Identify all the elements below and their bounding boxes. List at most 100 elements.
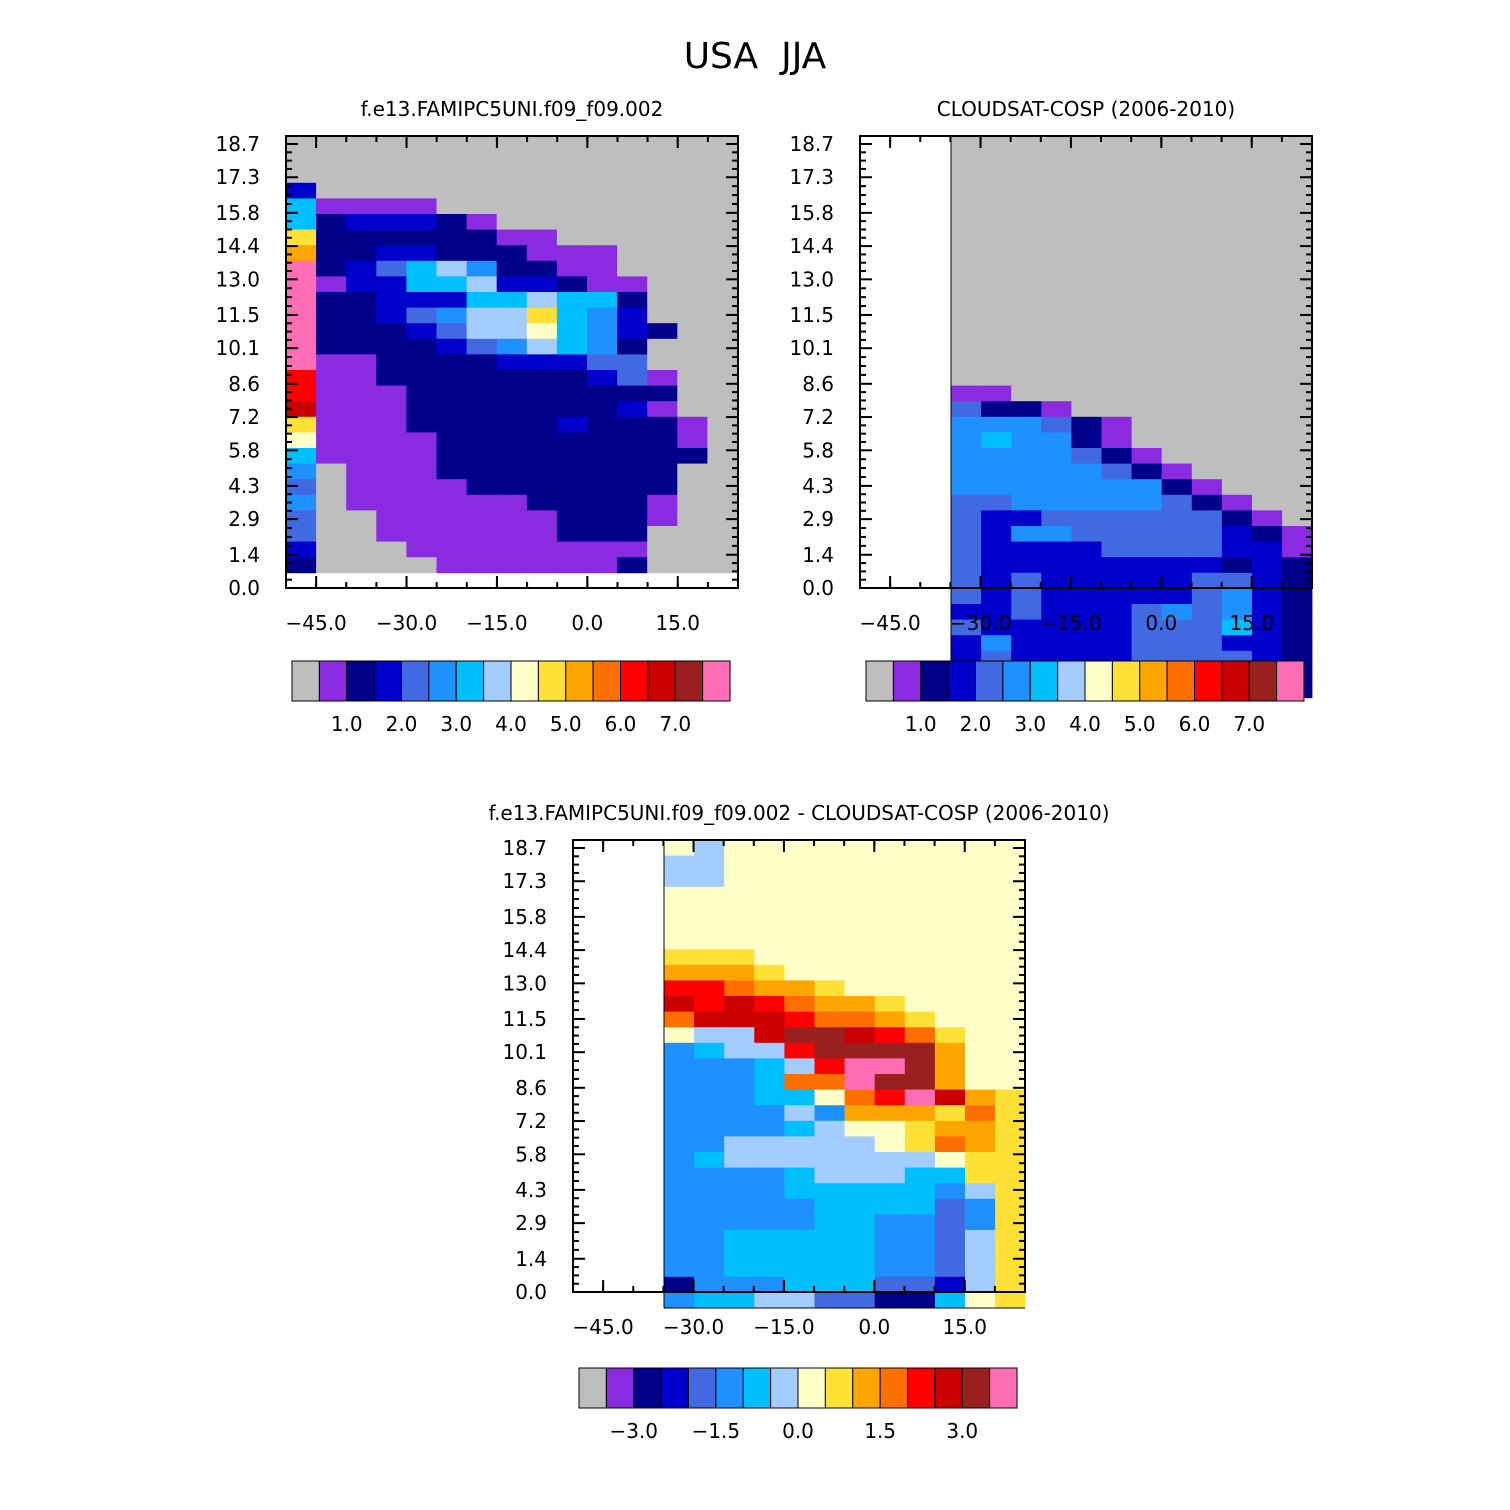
x-tick-label: 15.0 bbox=[655, 611, 700, 635]
heatmap-cell bbox=[904, 1183, 936, 1200]
heatmap-cell bbox=[286, 323, 317, 340]
heatmap-cell bbox=[1101, 276, 1132, 293]
colorbar-label: 6.0 bbox=[1179, 712, 1211, 736]
heatmap-cell bbox=[754, 996, 785, 1012]
heatmap-cell bbox=[346, 245, 377, 262]
heatmap-cell bbox=[904, 980, 936, 997]
heatmap-cell bbox=[1191, 619, 1223, 636]
heatmap-cell bbox=[316, 136, 347, 152]
heatmap-cell bbox=[874, 980, 906, 997]
heatmap-cell bbox=[904, 918, 936, 934]
y-tick-label: 10.1 bbox=[789, 336, 834, 360]
heatmap-cell bbox=[874, 1136, 906, 1153]
heatmap-cell bbox=[1221, 229, 1253, 246]
heatmap-cell bbox=[694, 1042, 725, 1059]
heatmap-cell bbox=[724, 1058, 755, 1075]
heatmap-cell bbox=[1131, 229, 1163, 246]
heatmap-cell bbox=[784, 1214, 815, 1231]
colorbar-swatch bbox=[647, 660, 676, 702]
heatmap-cell bbox=[587, 510, 618, 527]
heatmap-cell bbox=[934, 1120, 966, 1137]
heatmap-cell bbox=[1131, 416, 1163, 433]
heatmap-cell bbox=[496, 214, 528, 230]
heatmap-cell bbox=[1101, 494, 1132, 511]
heatmap-cell bbox=[587, 354, 618, 371]
heatmap-cell bbox=[1041, 307, 1072, 324]
heatmap-cell bbox=[556, 307, 588, 324]
heatmap-cell bbox=[904, 996, 936, 1012]
colorbar-label: 2.0 bbox=[960, 712, 992, 736]
heatmap-cell bbox=[707, 167, 738, 184]
heatmap-cell bbox=[1011, 214, 1042, 230]
heatmap-cell bbox=[874, 1230, 906, 1246]
heatmap-cell bbox=[707, 479, 738, 496]
heatmap-cell bbox=[694, 1152, 725, 1168]
heatmap-cell bbox=[587, 182, 618, 199]
colorbar-label: −1.5 bbox=[692, 1419, 741, 1443]
heatmap-cell bbox=[1071, 260, 1102, 277]
y-tick-label: 0.0 bbox=[515, 1280, 547, 1304]
heatmap-cell bbox=[904, 886, 936, 903]
heatmap-cell bbox=[286, 463, 317, 480]
heatmap-cell bbox=[1191, 354, 1223, 371]
heatmap-cell bbox=[496, 370, 528, 386]
heatmap-cell bbox=[784, 1276, 815, 1293]
heatmap-cell bbox=[1071, 448, 1102, 464]
heatmap-cell bbox=[874, 1042, 906, 1059]
heatmap-cell bbox=[1252, 588, 1283, 605]
colorbar-swatch bbox=[1166, 660, 1196, 702]
heatmap-cell bbox=[1161, 463, 1193, 480]
heatmap-cell bbox=[754, 1027, 785, 1044]
heatmap-cell bbox=[965, 996, 996, 1012]
heatmap-cell bbox=[754, 1058, 785, 1075]
heatmap-cell bbox=[496, 385, 528, 402]
heatmap-cell bbox=[814, 1042, 845, 1059]
heatmap-cell bbox=[316, 229, 347, 246]
heatmap-cell bbox=[1282, 448, 1313, 464]
heatmap-cell bbox=[1071, 494, 1102, 511]
heatmap-cell bbox=[844, 1167, 876, 1184]
heatmap-cell bbox=[466, 167, 498, 184]
heatmap-cell bbox=[526, 432, 558, 449]
y-tick-label: 1.4 bbox=[515, 1247, 547, 1271]
heatmap-cell bbox=[1071, 619, 1102, 636]
heatmap-cell bbox=[466, 307, 498, 324]
heatmap-cell bbox=[724, 1136, 755, 1153]
heatmap-cell bbox=[436, 214, 467, 230]
heatmap-cell bbox=[526, 463, 558, 480]
heatmap-cell bbox=[904, 1089, 936, 1106]
heatmap-cell bbox=[981, 604, 1012, 620]
heatmap-cell bbox=[995, 871, 1026, 888]
heatmap-cell bbox=[346, 229, 377, 246]
heatmap-cell bbox=[1071, 354, 1102, 371]
heatmap-cell bbox=[981, 635, 1012, 652]
heatmap-cell bbox=[981, 245, 1012, 262]
heatmap-cell bbox=[784, 980, 815, 997]
heatmap-cell bbox=[995, 1152, 1026, 1168]
heatmap-cell bbox=[951, 448, 982, 464]
heatmap-cell bbox=[1191, 338, 1223, 355]
heatmap-cell bbox=[981, 526, 1012, 542]
heatmap-cell bbox=[1161, 541, 1193, 558]
heatmap-cell bbox=[664, 1089, 695, 1106]
heatmap-cell bbox=[707, 401, 738, 418]
heatmap-cell bbox=[844, 1230, 876, 1246]
heatmap-cell bbox=[981, 510, 1012, 527]
heatmap-cell bbox=[1041, 588, 1072, 605]
heatmap-cell bbox=[286, 245, 317, 262]
colorbar-swatch bbox=[633, 1367, 662, 1409]
heatmap-cell bbox=[436, 167, 467, 184]
heatmap-cell bbox=[1161, 572, 1193, 589]
heatmap-cell bbox=[526, 292, 558, 308]
heatmap-cell bbox=[1041, 479, 1072, 496]
heatmap-cell bbox=[707, 385, 738, 402]
heatmap-cell bbox=[647, 479, 678, 496]
heatmap-cell bbox=[1041, 401, 1072, 418]
heatmap-cell bbox=[1221, 338, 1253, 355]
heatmap-cell bbox=[587, 448, 618, 464]
heatmap-cell bbox=[526, 541, 558, 558]
heatmap-cell bbox=[981, 572, 1012, 589]
heatmap-cell bbox=[1221, 276, 1253, 293]
colorbar-swatch bbox=[688, 1367, 717, 1409]
heatmap-cell bbox=[677, 136, 708, 152]
